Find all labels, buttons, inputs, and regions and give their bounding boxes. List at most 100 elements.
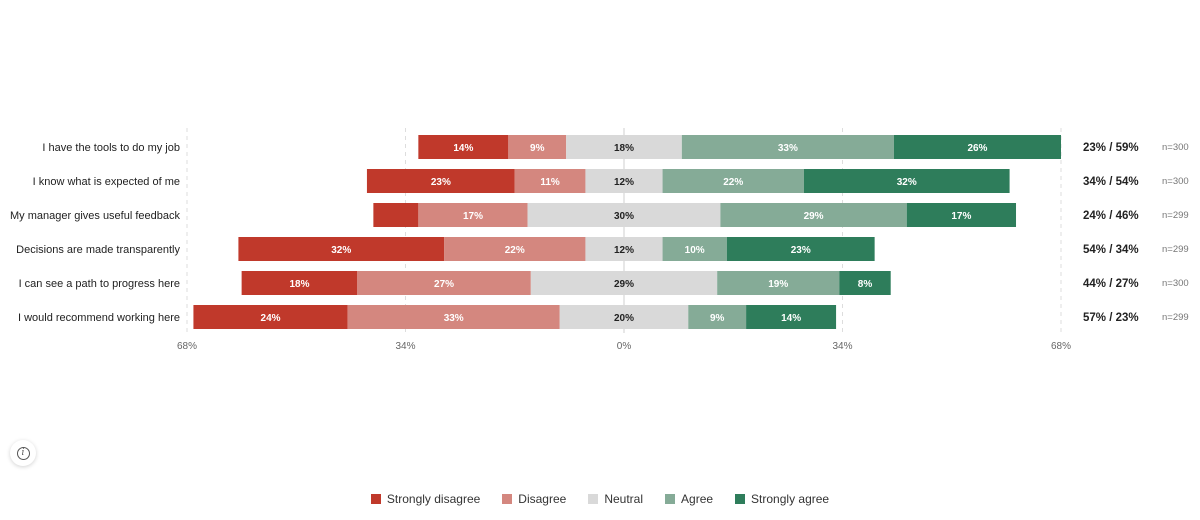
legend-swatch xyxy=(665,494,676,504)
bar-data-label: 12% xyxy=(614,177,634,188)
bar-segment xyxy=(444,237,586,261)
bar-data-label: 22% xyxy=(723,177,743,188)
legend-label: Strongly agree xyxy=(751,492,830,506)
n-label: n=300 xyxy=(1162,278,1189,289)
legend-label: Neutral xyxy=(604,492,644,506)
bar-data-label: 8% xyxy=(858,279,873,290)
bar-data-label: 17% xyxy=(463,211,483,222)
bar-segment xyxy=(893,135,1061,159)
bar-data-label: 30% xyxy=(614,211,634,222)
summary-label: 23% / 59% xyxy=(1083,142,1139,154)
category-label: I know what is expected of me xyxy=(33,176,180,188)
x-tick-label: 68% xyxy=(1051,341,1071,352)
bar-segment xyxy=(717,271,840,295)
legend-swatch xyxy=(588,494,599,504)
summary-label: 24% / 46% xyxy=(1083,210,1139,222)
bar-data-label: 22% xyxy=(505,245,525,256)
legend-item-strongly-disagree[interactable]: Strongly disagree xyxy=(370,492,481,506)
bar-data-label: 29% xyxy=(614,279,634,290)
legend-label: Agree xyxy=(681,492,714,506)
bar-data-label: 23% xyxy=(791,245,811,256)
bar-data-label: 9% xyxy=(530,143,545,154)
n-label: n=299 xyxy=(1162,312,1189,323)
bar-data-label: 12% xyxy=(614,245,634,256)
bar-segment xyxy=(508,135,567,159)
bar-data-label: 18% xyxy=(614,143,634,154)
legend-swatch xyxy=(735,494,746,504)
legend-label: Strongly disagree xyxy=(386,492,481,506)
bar-segment xyxy=(746,305,837,329)
bar-segment xyxy=(193,305,348,329)
legend-swatch xyxy=(370,494,381,504)
legend: Strongly disagree Disagree Neutral Agree… xyxy=(0,492,1200,506)
category-label: I can see a path to progress here xyxy=(19,278,180,290)
bar-segment xyxy=(681,135,894,159)
legend-item-agree[interactable]: Agree xyxy=(665,492,713,506)
bar-segment xyxy=(366,169,515,193)
bar-data-label: 14% xyxy=(453,143,473,154)
bar-data-label: 11% xyxy=(540,177,560,188)
n-label: n=300 xyxy=(1162,142,1189,153)
bar-data-label: 32% xyxy=(331,245,351,256)
summary-label: 57% / 23% xyxy=(1083,312,1139,324)
x-tick-label: 34% xyxy=(832,341,852,352)
bar-segment xyxy=(559,305,689,329)
bar-segment xyxy=(585,169,663,193)
bar-segment xyxy=(418,135,509,159)
summary-label: 44% / 27% xyxy=(1083,278,1139,290)
legend-item-neutral[interactable]: Neutral xyxy=(588,492,643,506)
bar-data-label: 9% xyxy=(710,313,725,324)
bar-segment xyxy=(514,169,586,193)
bar-data-label: 14% xyxy=(781,313,801,324)
category-label: I have the tools to do my job xyxy=(42,142,180,154)
bar-segment xyxy=(566,135,682,159)
category-label: Decisions are made transparently xyxy=(16,244,180,256)
legend-label: Disagree xyxy=(518,492,567,506)
legend-item-strongly-agree[interactable]: Strongly agree xyxy=(735,492,829,506)
bar-data-label: 23% xyxy=(431,177,451,188)
bar-data-label: 17% xyxy=(951,211,971,222)
bar-segment xyxy=(839,271,891,295)
bar-segment xyxy=(527,203,721,227)
bar-segment xyxy=(803,169,1010,193)
bar-segment xyxy=(530,271,718,295)
bar-segment xyxy=(373,203,419,227)
n-label: n=299 xyxy=(1162,244,1189,255)
legend-swatch xyxy=(502,494,513,504)
bar-data-label: 20% xyxy=(614,313,634,324)
bar-segment xyxy=(418,203,528,227)
bar-segment xyxy=(585,237,663,261)
x-tick-label: 34% xyxy=(395,341,415,352)
info-icon: i xyxy=(16,446,30,460)
bar-segment xyxy=(662,237,727,261)
bar-segment xyxy=(238,237,445,261)
n-label: n=300 xyxy=(1162,176,1189,187)
bar-data-label: 33% xyxy=(778,143,798,154)
bar-data-label: 32% xyxy=(897,177,917,188)
bar-segment xyxy=(241,271,358,295)
x-tick-label: 0% xyxy=(617,341,632,352)
category-label: I would recommend working here xyxy=(18,312,180,324)
category-label: My manager gives useful feedback xyxy=(10,210,180,222)
summary-label: 34% / 54% xyxy=(1083,176,1139,188)
x-tick-label: 68% xyxy=(177,341,197,352)
bar-segment xyxy=(906,203,1017,227)
bar-data-label: 26% xyxy=(967,143,987,154)
bar-data-label: 18% xyxy=(289,279,309,290)
legend-item-disagree[interactable]: Disagree xyxy=(502,492,566,506)
bar-segment xyxy=(726,237,875,261)
bar-data-label: 27% xyxy=(434,279,454,290)
bar-data-label: 10% xyxy=(685,245,705,256)
bar-data-label: 33% xyxy=(444,313,464,324)
likert-chart: 68% 34% 0% 34% 68% 14% 9% 18% 33% 26% I have the t… xyxy=(10,128,1189,352)
bar-segment xyxy=(688,305,747,329)
bar-data-label: 19% xyxy=(768,279,788,290)
info-button[interactable]: i xyxy=(10,440,36,466)
bar-segment xyxy=(720,203,907,227)
bar-data-label: 24% xyxy=(261,313,281,324)
n-label: n=299 xyxy=(1162,210,1189,221)
bar-segment xyxy=(357,271,531,295)
bar-segment xyxy=(347,305,560,329)
bar-segment xyxy=(662,169,804,193)
summary-label: 54% / 34% xyxy=(1083,244,1139,256)
